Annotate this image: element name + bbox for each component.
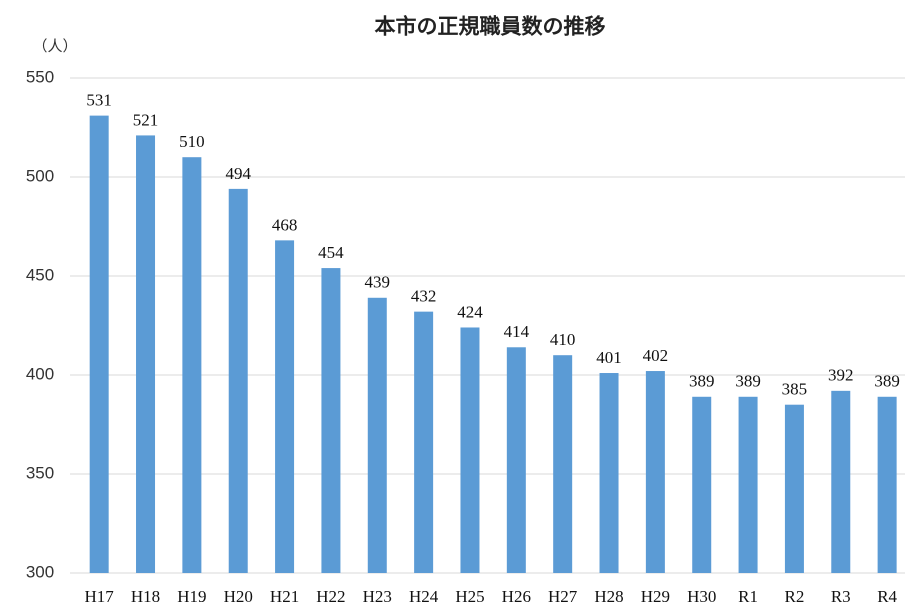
x-tick-label: H18 (131, 587, 160, 606)
bar (599, 373, 619, 573)
data-label: 494 (225, 164, 251, 183)
bar (182, 157, 202, 573)
y-tick-label: 550 (26, 67, 54, 86)
y-tick-label: 350 (26, 463, 54, 482)
data-label: 389 (735, 372, 761, 391)
bar (275, 240, 295, 574)
data-label: 468 (272, 215, 298, 234)
y-tick-label: 400 (26, 364, 54, 383)
bar (831, 390, 851, 573)
x-tick-label: H26 (502, 587, 531, 606)
bar (645, 371, 665, 573)
bar (89, 115, 109, 574)
bar (460, 327, 480, 573)
x-tick-label: H24 (409, 587, 439, 606)
data-label: 439 (365, 273, 391, 292)
bar (136, 135, 156, 574)
data-label: 510 (179, 132, 205, 151)
data-label: 410 (550, 330, 576, 349)
x-tick-label: H29 (641, 587, 670, 606)
bar (414, 311, 434, 573)
bar (692, 396, 712, 573)
x-tick-label: R3 (831, 587, 851, 606)
x-tick-label: H30 (687, 587, 716, 606)
bar (738, 396, 758, 573)
data-label: 389 (874, 372, 900, 391)
bar (553, 355, 573, 573)
x-tick-label: H20 (224, 587, 253, 606)
chart-title: 本市の正規職員数の推移 (375, 15, 606, 39)
bar (506, 347, 526, 573)
y-tick-label: 300 (26, 562, 54, 581)
data-label: 402 (643, 346, 669, 365)
bar (228, 188, 248, 573)
x-tick-label: R2 (785, 587, 805, 606)
bar (877, 396, 897, 573)
x-tick-label: H19 (177, 587, 206, 606)
data-label: 385 (782, 380, 808, 399)
x-tick-label: R4 (877, 587, 897, 606)
data-label: 424 (457, 302, 483, 321)
data-label: 531 (86, 91, 112, 110)
x-tick-label: H21 (270, 587, 299, 606)
x-tick-label: H22 (316, 587, 345, 606)
x-tick-label: H28 (594, 587, 623, 606)
data-label: 401 (596, 348, 622, 367)
x-tick-label: R1 (738, 587, 758, 606)
data-label: 432 (411, 287, 437, 306)
y-tick-label: 450 (26, 265, 54, 284)
bar (367, 297, 387, 573)
data-label: 389 (689, 372, 715, 391)
y-tick-label: 500 (26, 166, 54, 185)
bar (784, 404, 804, 573)
y-unit: （人） (32, 38, 77, 55)
data-label: 414 (504, 322, 530, 341)
bar (321, 268, 341, 573)
x-tick-label: H27 (548, 587, 578, 606)
data-label: 454 (318, 243, 344, 262)
x-tick-label: H17 (85, 587, 115, 606)
x-tick-label: H25 (455, 587, 484, 606)
data-label: 392 (828, 366, 854, 385)
x-tick-label: H23 (363, 587, 392, 606)
data-label: 521 (133, 110, 159, 129)
